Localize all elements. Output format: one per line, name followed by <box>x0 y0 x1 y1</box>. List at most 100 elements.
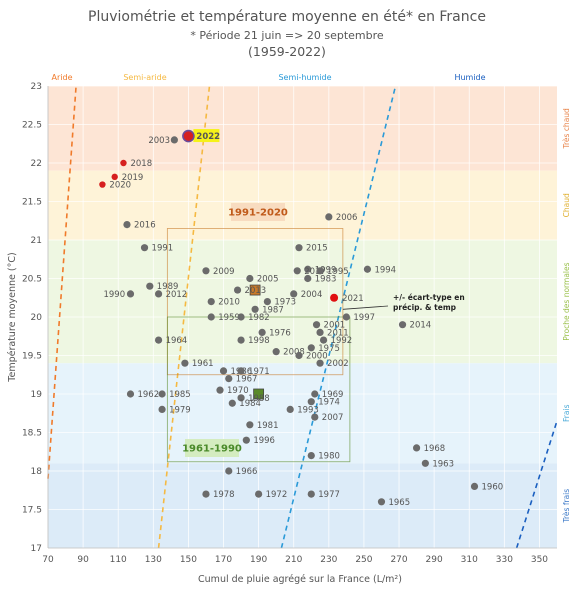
year-point-1998 <box>237 336 245 344</box>
x-tick-label-12: 310 <box>461 555 478 565</box>
temperature-band-label-0: Très chaud <box>562 108 571 150</box>
year-label-2005: 2005 <box>257 275 279 285</box>
year-label-2003: 2003 <box>148 136 170 146</box>
year-label-1980: 1980 <box>318 452 340 462</box>
period-label-bg-0 <box>231 203 285 221</box>
year-point-1966 <box>225 467 233 475</box>
year-label-1977: 1977 <box>318 490 340 500</box>
year-point-2017 <box>293 267 301 275</box>
year-point-1963 <box>421 459 429 467</box>
year-point-1989 <box>146 282 154 290</box>
x-tick-label-5: 170 <box>215 555 232 565</box>
chart-subtitle: * Période 21 juin => 20 septembre <box>190 29 384 42</box>
period-box-0 <box>166 228 344 376</box>
x-tick-label-14: 350 <box>531 555 548 565</box>
year-label-2010: 2010 <box>218 298 240 308</box>
period-label-bg-1 <box>185 439 239 457</box>
year-label-2000: 2000 <box>306 352 328 362</box>
year-point-1999 <box>304 265 312 273</box>
year-point-1996 <box>242 436 250 444</box>
year-label-1959: 1959 <box>218 313 240 323</box>
year-label-1997: 1997 <box>353 313 375 323</box>
year-label-2004: 2004 <box>301 290 323 300</box>
x-tick-label-10: 270 <box>390 555 407 565</box>
zone-boundary-line-3 <box>515 420 558 549</box>
year-label-1988: 1988 <box>248 394 270 404</box>
year-label-2007: 2007 <box>322 413 344 423</box>
chart-period: (1959-2022) <box>248 44 326 59</box>
year-point-1986 <box>219 367 228 375</box>
year-label-1974: 1974 <box>318 398 340 408</box>
temperature-band-label-4: Très frais <box>562 489 571 524</box>
year-point-1993 <box>286 405 294 413</box>
year-point-1967 <box>225 375 233 383</box>
y-tick-label-5: 19.5 <box>22 352 42 362</box>
temperature-band-4 <box>48 463 557 548</box>
year-label-1996: 1996 <box>253 436 275 446</box>
year-label-1981: 1981 <box>257 421 279 431</box>
x-axis-title: Cumul de pluie agrégé sur la France (L/m… <box>198 574 402 585</box>
period-mean-marker-0 <box>249 284 261 296</box>
year-label-1969: 1969 <box>322 390 344 400</box>
year-point-1977 <box>307 490 315 498</box>
temperature-band-label-3: Frais <box>562 404 571 422</box>
y-tick-label-1: 17.5 <box>22 506 42 516</box>
y-tick-label-6: 20 <box>31 313 43 323</box>
y-tick-label-9: 21.5 <box>22 198 42 208</box>
x-tick-label-1: 90 <box>77 555 89 565</box>
y-tick-label-7: 20.5 <box>22 275 42 285</box>
y-tick-label-12: 23 <box>31 82 42 92</box>
year-point-1974 <box>307 398 315 406</box>
year-point-1964 <box>154 336 163 344</box>
year-label-1984: 1984 <box>239 399 261 409</box>
year-label-2015: 2015 <box>306 244 328 254</box>
year-point-1980 <box>307 452 315 460</box>
year-label-1993: 1993 <box>297 405 319 415</box>
y-tick-label-4: 19 <box>31 390 43 400</box>
year-point-1976 <box>258 328 266 336</box>
year-point-1975 <box>307 344 315 352</box>
x-tick-label-8: 230 <box>320 555 337 565</box>
year-label-2008: 2008 <box>283 348 305 358</box>
year-point-1994 <box>363 265 372 273</box>
x-tick-label-7: 210 <box>285 555 302 565</box>
zone-boundary-line-0 <box>47 85 77 479</box>
temperature-band-labels: Très chaud Chaud Proche des normales Frais T… <box>562 108 571 523</box>
year-point-2012 <box>154 290 163 298</box>
year-label-1972: 1972 <box>266 490 288 500</box>
year-point-2001 <box>312 321 321 329</box>
year-label-1989: 1989 <box>157 282 179 292</box>
year-label-1983: 1983 <box>315 275 337 285</box>
year-point-1971 <box>237 367 245 375</box>
year-point-1985 <box>158 390 166 398</box>
x-tick-label-11: 290 <box>426 555 443 565</box>
year-label-1995: 1995 <box>327 267 349 277</box>
year-label-2021: 2021 <box>342 294 364 304</box>
year-point-1959 <box>207 313 215 321</box>
year-point-1983 <box>304 274 312 283</box>
year-label-1962: 1962 <box>137 390 159 400</box>
year-point-1962 <box>126 390 135 398</box>
year-label-2022: 2022 <box>196 132 220 142</box>
year-point-1972 <box>255 490 263 498</box>
year-point-1982 <box>237 313 245 321</box>
year-label-1965: 1965 <box>388 498 410 508</box>
year-point-1970 <box>216 386 224 394</box>
x-tick-label-0: 70 <box>42 555 54 565</box>
year-point-1988 <box>237 394 245 402</box>
x-tick-label-4: 150 <box>180 555 197 565</box>
year-label-1970: 1970 <box>227 386 249 396</box>
period-box-1 <box>166 316 351 463</box>
highlight-label-bg-2022 <box>193 129 220 143</box>
year-label-1999: 1999 <box>315 265 337 275</box>
period-boxes: 1991-2020 1961-1990 <box>166 203 351 463</box>
year-point-2005 <box>246 274 254 283</box>
year-point-2021 <box>330 293 339 302</box>
x-tick-label-3: 130 <box>145 555 162 565</box>
year-label-1982: 1982 <box>248 313 270 323</box>
year-point-1991 <box>140 244 149 252</box>
year-label-2017: 2017 <box>304 267 326 277</box>
year-point-2018 <box>120 159 127 167</box>
